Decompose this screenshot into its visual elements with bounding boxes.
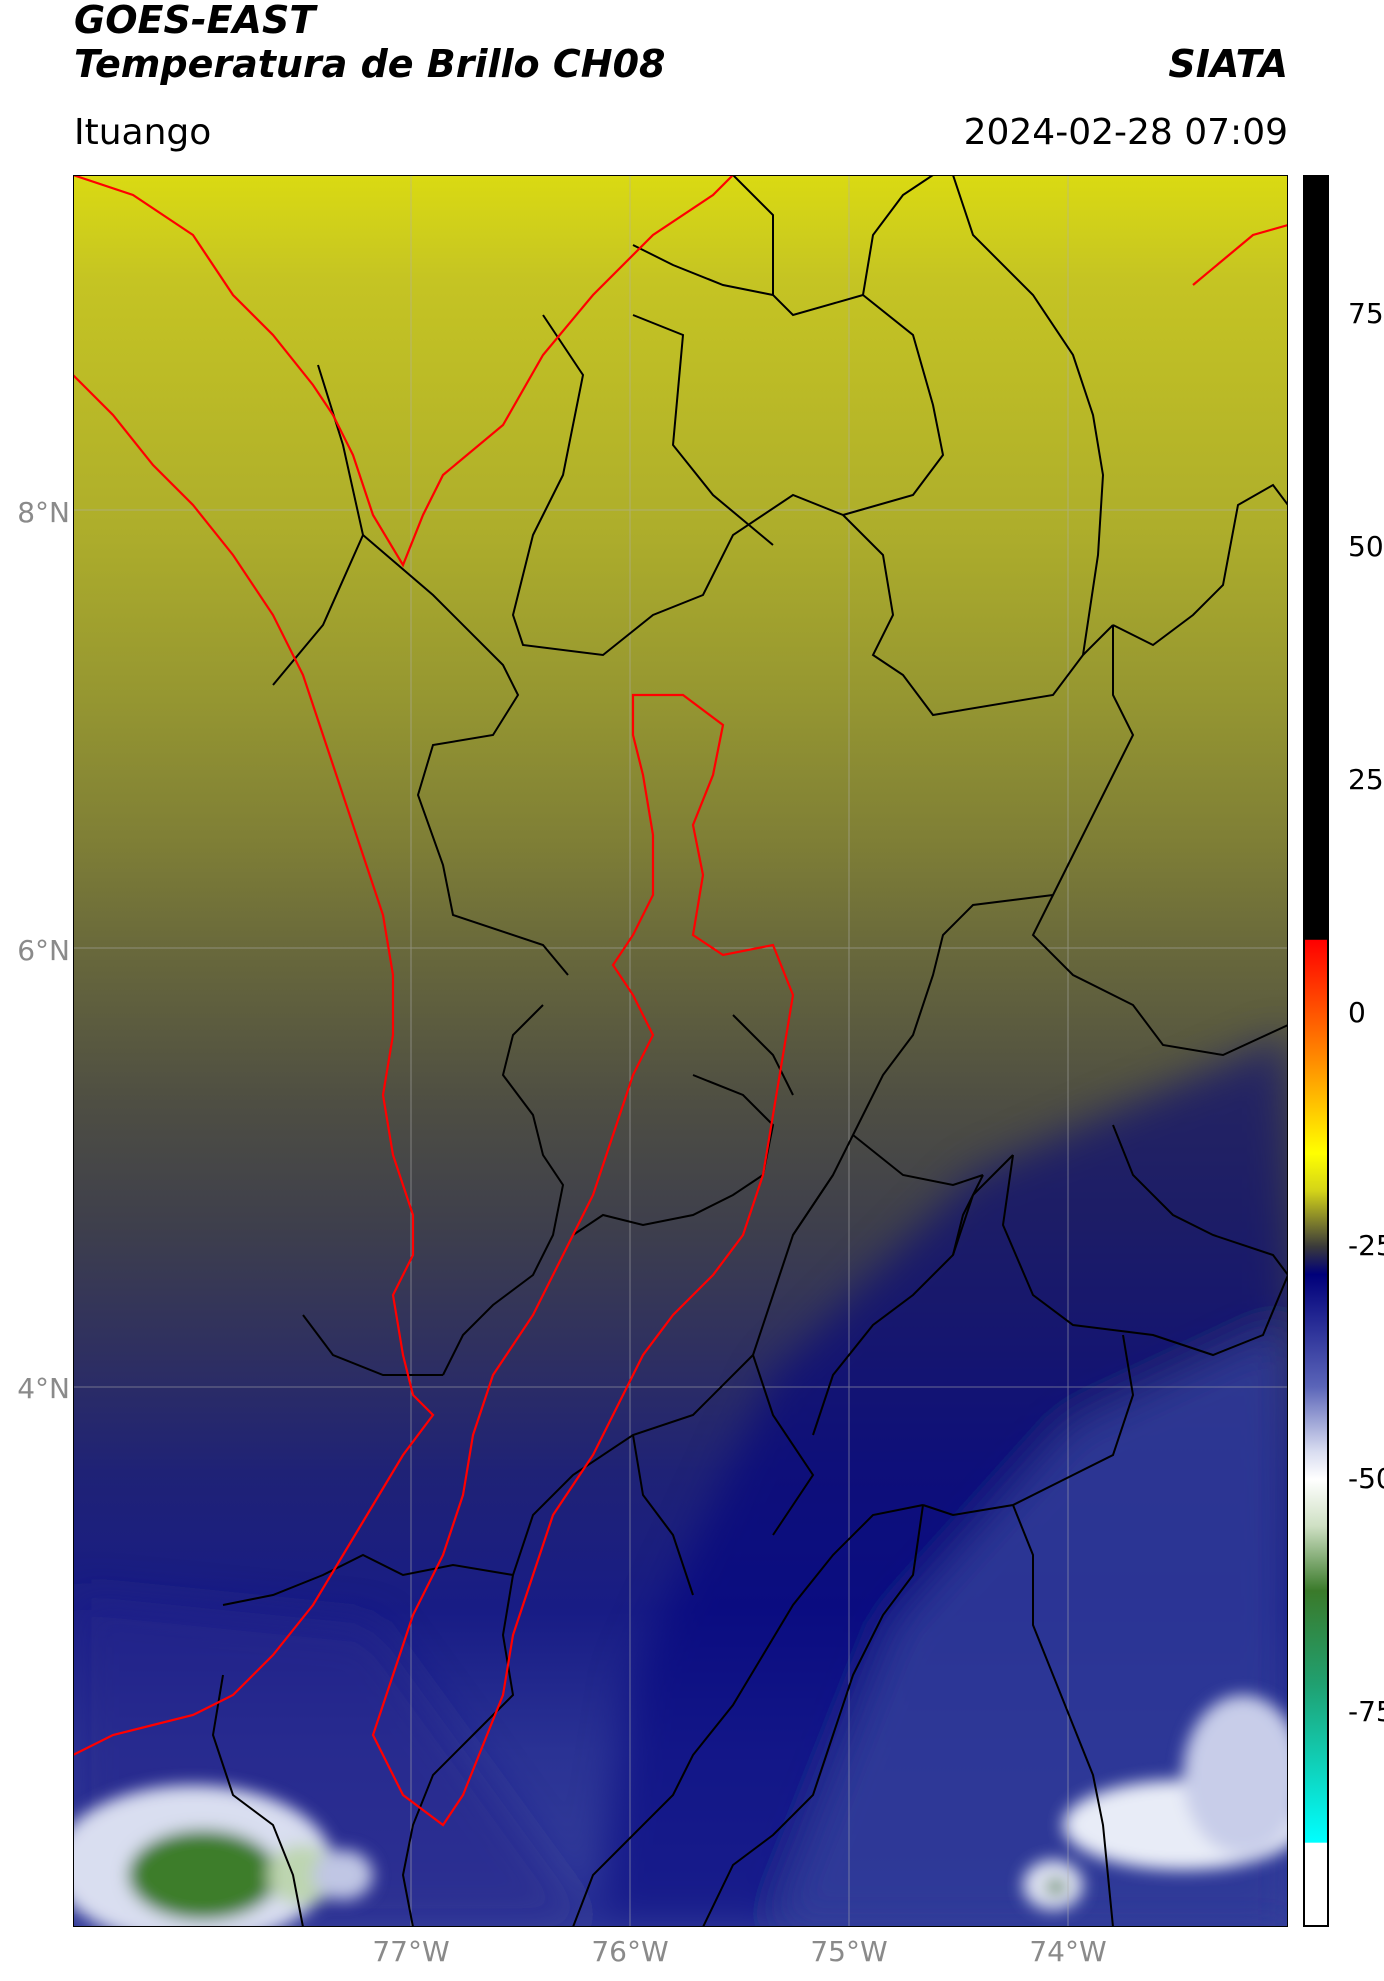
admin-borders — [211, 175, 1288, 1927]
title-line-1: GOES-EAST — [74, 0, 316, 42]
location-label: Ituango — [74, 112, 212, 153]
cloud-tops — [73, 1695, 1288, 1927]
lon-label-74w: 74°W — [1029, 1935, 1107, 1968]
datetime-label: 2024-02-28 07:09 — [963, 112, 1288, 153]
lat-label-8n: 8°N — [17, 496, 70, 529]
lon-label-77w: 77°W — [372, 1935, 450, 1968]
colorbar-tick-label: 50 — [1348, 529, 1384, 563]
colorbar — [1303, 175, 1329, 1927]
lon-label-75w: 75°W — [810, 1935, 888, 1968]
lat-label-6n: 6°N — [17, 934, 70, 967]
colorbar-tick-label: -50 — [1348, 1461, 1384, 1495]
colorbar-ticks — [1328, 313, 1329, 1714]
highlight-borders — [73, 175, 1288, 1827]
colorbar-tick-label: -25 — [1348, 1228, 1384, 1262]
temperature-map — [73, 175, 1288, 1927]
lon-label-76w: 76°W — [591, 1935, 669, 1968]
title-line-2: Temperatura de Brillo CH08 — [74, 42, 666, 86]
colorbar-tick-label: 25 — [1348, 762, 1384, 796]
colorbar-tick-label: 0 — [1348, 995, 1366, 1029]
gridlines — [73, 175, 1288, 1927]
lat-label-4n: 4°N — [17, 1372, 70, 1405]
colorbar-tick-label: -75 — [1348, 1694, 1384, 1728]
organization-label: SIATA — [1168, 42, 1288, 86]
colorbar-tick-label: 75 — [1348, 296, 1384, 330]
